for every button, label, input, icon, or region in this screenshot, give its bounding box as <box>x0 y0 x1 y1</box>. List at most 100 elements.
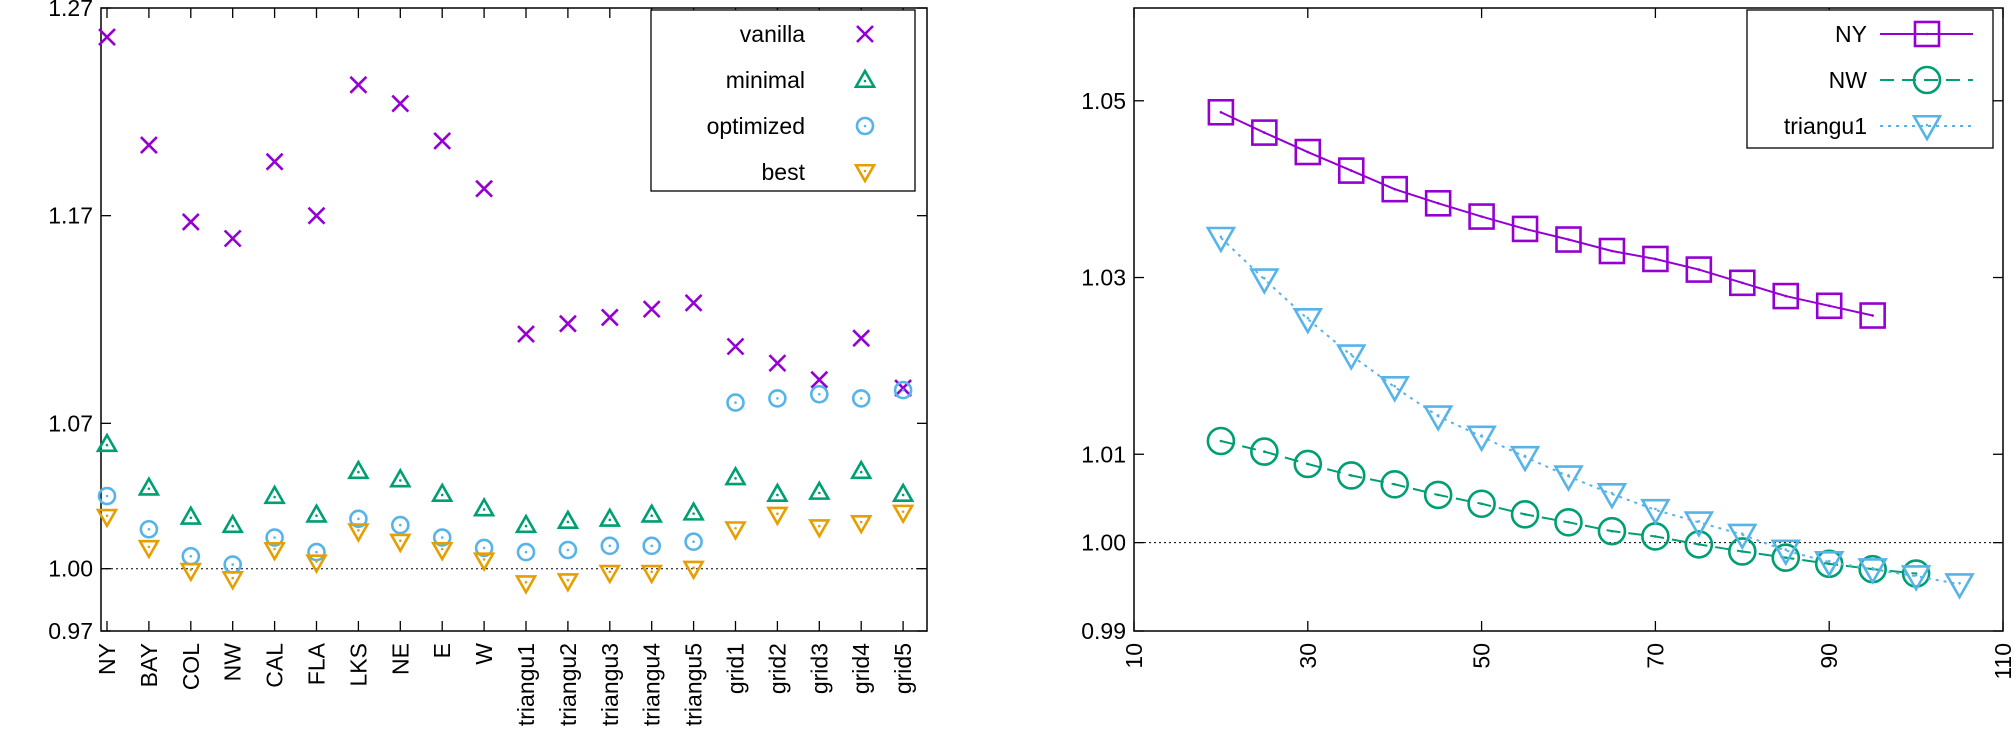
x-tick-label: triangu2 <box>555 643 581 726</box>
y-tick-label: 1.17 <box>48 203 93 229</box>
point-triangu1-dot <box>1871 566 1874 570</box>
point-triangu1-dot <box>1697 520 1701 523</box>
point-best <box>598 564 622 585</box>
point-best-dot <box>692 566 695 569</box>
point-NW-shape <box>1336 461 1366 490</box>
point-NY-shape <box>1381 175 1408 203</box>
point-triangu1-dot <box>1958 581 1961 585</box>
series-vanilla <box>98 28 913 397</box>
point-NW-shape <box>1771 543 1801 572</box>
point-vanilla <box>517 325 535 343</box>
point-optimized-dot <box>566 548 570 552</box>
point-best-shape <box>389 533 412 554</box>
y-tick-label: 1.03 <box>1081 265 1126 291</box>
point-minimal <box>514 513 538 534</box>
series-optimized <box>97 380 913 574</box>
point-vanilla <box>391 94 410 113</box>
point-triangu1-dot <box>1914 573 1918 577</box>
point-optimized-shape <box>684 532 703 552</box>
point-minimal-dot <box>357 470 360 474</box>
point-best-dot <box>650 570 653 574</box>
point-optimized-shape <box>726 393 745 412</box>
point-triangu1 <box>1466 425 1497 453</box>
point-NW-shape <box>1597 516 1627 546</box>
point-NW-dot <box>1349 474 1353 477</box>
point-NY <box>1294 138 1322 166</box>
point-best <box>95 508 119 529</box>
legend-marker-optimized-shape <box>855 116 875 136</box>
point-minimal-dot <box>692 512 695 515</box>
point-triangu1-dot <box>1784 548 1788 551</box>
y-tick-label: 1.07 <box>48 410 93 436</box>
point-minimal-dot <box>231 524 234 528</box>
point-NW <box>1771 543 1801 572</box>
point-optimized <box>558 540 578 560</box>
legend-label: minimal <box>726 67 805 93</box>
point-NY <box>1859 302 1886 329</box>
point-NY <box>1555 226 1582 253</box>
point-minimal-dot <box>189 516 193 520</box>
point-best <box>347 523 370 543</box>
point-optimized-dot <box>231 563 234 566</box>
point-minimal-dot <box>147 487 151 491</box>
legend-marker-best-dot <box>863 169 867 173</box>
point-NY <box>1685 256 1713 283</box>
point-best-shape <box>640 564 663 585</box>
legend-marker-best-shape <box>853 163 877 184</box>
point-triangu1 <box>1813 551 1845 578</box>
point-optimized-dot <box>901 388 905 392</box>
point-optimized-shape <box>558 540 578 560</box>
x-tick-label: CAL <box>262 643 288 688</box>
legend-marker-minimal <box>853 68 877 89</box>
legend-marker-NY-shape <box>1913 20 1941 48</box>
point-NY <box>1729 269 1756 297</box>
point-best-shape <box>891 504 915 525</box>
point-vanilla <box>98 28 116 46</box>
point-triangu1 <box>1509 445 1541 473</box>
point-minimal <box>347 459 370 480</box>
point-best-dot <box>315 560 318 563</box>
point-optimized-dot <box>105 494 109 498</box>
point-triangu1-dot <box>1480 434 1483 437</box>
point-vanilla <box>768 354 787 373</box>
point-optimized-shape <box>851 389 871 408</box>
point-minimal-shape <box>305 503 328 523</box>
point-optimized <box>307 542 326 562</box>
point-minimal <box>179 505 203 525</box>
x-tick-label: 50 <box>1469 643 1495 669</box>
point-NY-dot <box>1654 257 1657 261</box>
x-tick-label: 90 <box>1816 643 1842 669</box>
x-tick-label: NW <box>220 643 246 682</box>
point-NY-dot <box>1741 281 1744 285</box>
point-NY <box>1598 237 1626 265</box>
point-best-shape <box>472 552 496 573</box>
point-NY-dot <box>1697 268 1701 271</box>
point-optimized-shape <box>139 519 159 539</box>
point-NY-shape <box>1555 226 1582 253</box>
point-optimized-dot <box>859 397 863 400</box>
x-tick-label: grid4 <box>848 643 874 694</box>
point-NW <box>1423 480 1453 510</box>
point-minimal <box>263 484 286 505</box>
series-minimal <box>95 432 915 534</box>
point-optimized <box>474 538 494 558</box>
point-best-shape <box>808 519 831 539</box>
point-triangu1-shape <box>1379 376 1410 403</box>
point-minimal-dot <box>818 491 821 495</box>
point-vanilla <box>181 212 200 231</box>
point-NY-dot <box>1219 110 1223 114</box>
legend-marker-triangu1 <box>1911 114 1943 142</box>
point-optimized-dot <box>315 550 318 554</box>
point-NY-dot <box>1349 169 1353 172</box>
point-best-dot <box>608 570 612 574</box>
series-NY <box>1207 98 1886 329</box>
plot-frame <box>100 7 928 632</box>
x-tick-label: triangu3 <box>597 643 623 726</box>
point-triangu1-dot <box>1610 491 1614 495</box>
point-best-shape <box>682 560 705 581</box>
point-triangu1 <box>1596 482 1628 510</box>
x-tick-label: NE <box>387 643 413 675</box>
point-NY <box>1251 119 1278 146</box>
point-NW-dot <box>1436 493 1440 497</box>
point-best-shape <box>137 539 161 560</box>
